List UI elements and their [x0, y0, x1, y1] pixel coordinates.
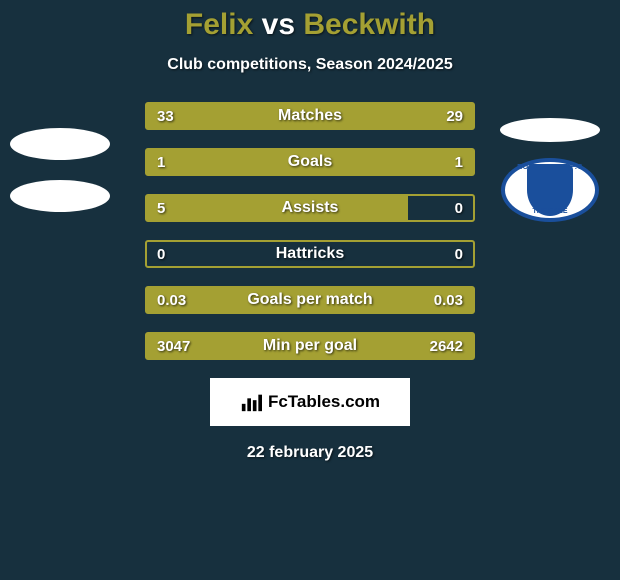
date-text: 22 february 2025 [0, 444, 620, 462]
stat-value-left: 33 [147, 108, 174, 125]
ellipse-shape [10, 180, 110, 212]
stat-label: Min per goal [190, 337, 429, 355]
stat-label: Matches [174, 107, 447, 125]
stat-value-left: 5 [147, 200, 165, 217]
crest-bottom-text: THE DALE [505, 208, 595, 215]
page-title: Felix vs Beckwith [0, 0, 620, 42]
stat-value-left: 1 [147, 154, 165, 171]
stat-value-right: 29 [446, 108, 473, 125]
stat-value-left: 3047 [147, 338, 190, 355]
team-badge-left [8, 118, 112, 222]
stat-label: Goals [165, 153, 454, 171]
subtitle: Club competitions, Season 2024/2025 [0, 56, 620, 74]
stat-value-left: 0.03 [147, 292, 186, 309]
stat-value-right: 1 [455, 154, 473, 171]
stat-value-right: 0 [455, 246, 473, 263]
ellipse-shape [10, 128, 110, 160]
stat-row: 0 Hattricks 0 [145, 240, 475, 268]
team-badge-right: ROCHDALE A.F.C THE DALE [498, 118, 602, 222]
stat-value-right: 2642 [430, 338, 473, 355]
stat-label: Goals per match [186, 291, 434, 309]
stat-value-right: 0.03 [434, 292, 473, 309]
club-crest: ROCHDALE A.F.C THE DALE [501, 158, 599, 222]
title-vs: vs [262, 8, 295, 41]
title-player2: Beckwith [303, 8, 435, 41]
ellipse-shape [500, 118, 600, 142]
stat-row: 1 Goals 1 [145, 148, 475, 176]
brand-text: FcTables.com [268, 392, 380, 412]
stat-label: Assists [165, 199, 454, 217]
bar-chart-icon [240, 391, 262, 413]
title-player1: Felix [185, 8, 253, 41]
stat-value-right: 0 [455, 200, 473, 217]
stat-value-left: 0 [147, 246, 165, 263]
brand-box[interactable]: FcTables.com [210, 378, 410, 426]
stat-row: 0.03 Goals per match 0.03 [145, 286, 475, 314]
stat-row: 5 Assists 0 [145, 194, 475, 222]
stat-label: Hattricks [165, 245, 454, 263]
stat-row: 3047 Min per goal 2642 [145, 332, 475, 360]
stat-row: 33 Matches 29 [145, 102, 475, 130]
